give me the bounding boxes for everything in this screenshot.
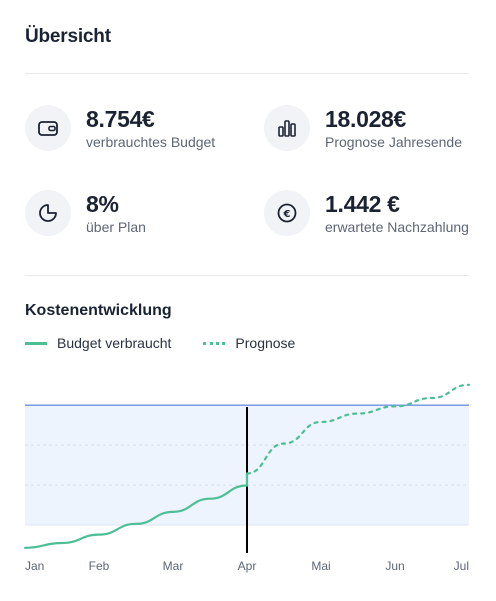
- svg-text:€: €: [283, 209, 291, 220]
- divider: [25, 73, 469, 74]
- bar-chart-icon: [278, 120, 296, 137]
- legend-swatch-dashed: [203, 341, 226, 345]
- kpi-forecast-year-end: 18.028€ Prognose Jahresende: [264, 105, 462, 151]
- kpi-used-budget: 8.754€ verbrauchtes Budget: [25, 105, 215, 151]
- kpi-value: 8%: [86, 191, 119, 217]
- legend-item-actual[interactable]: Budget verbraucht: [25, 335, 171, 351]
- x-tick-label: Feb: [89, 559, 110, 573]
- x-tick-label: Jul: [454, 559, 469, 573]
- kpi-icon-circle: €: [264, 190, 310, 236]
- legend-item-forecast[interactable]: Prognose: [203, 335, 295, 351]
- x-tick-label: Jan: [25, 559, 44, 573]
- divider: [25, 275, 469, 276]
- kpi-label: erwartete Nachzahlung: [325, 219, 469, 235]
- chart-title: Kostenentwicklung: [25, 302, 172, 319]
- x-tick-label: Jun: [385, 559, 404, 573]
- euro-icon: €: [277, 203, 297, 223]
- kpi-label: Prognose Jahresende: [325, 134, 462, 150]
- x-tick-label: Mai: [311, 559, 330, 573]
- kpi-label: über Plan: [86, 219, 146, 235]
- kpi-value: 8.754€: [86, 106, 155, 132]
- kpi-expected-payment: € 1.442 € erwartete Nachzahlung: [264, 190, 469, 236]
- kpi-over-plan: 8% über Plan: [25, 190, 146, 236]
- chart-legend: Budget verbraucht Prognose: [25, 335, 327, 351]
- kpi-value: 18.028€: [325, 106, 407, 132]
- kpi-icon-circle: [25, 190, 71, 236]
- page-title: Übersicht: [25, 26, 111, 47]
- legend-label: Budget verbraucht: [57, 335, 172, 351]
- actual-line: [23, 472, 249, 549]
- pie-chart-icon: [39, 204, 57, 222]
- wallet-icon: [38, 121, 58, 136]
- kpi-label: verbrauchtes Budget: [86, 134, 216, 150]
- legend-swatch-solid: [25, 341, 47, 345]
- x-tick-label: Mar: [163, 559, 184, 573]
- kpi-icon-circle: [25, 105, 71, 151]
- forecast-line: [245, 383, 471, 475]
- x-tick-label: Apr: [238, 559, 257, 573]
- kpi-icon-circle: [264, 105, 310, 151]
- kpi-value: 1.442 €: [325, 191, 400, 217]
- legend-label: Prognose: [235, 335, 296, 351]
- cost-chart: Jan Feb Mar Apr Mai Jun Jul: [23, 383, 471, 573]
